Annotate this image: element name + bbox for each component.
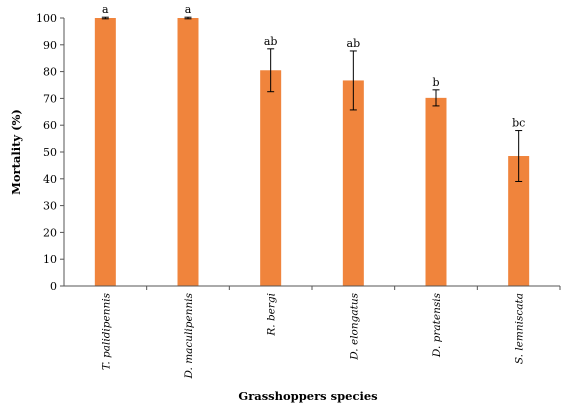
bar <box>508 156 530 286</box>
significance-letter: a <box>185 3 192 16</box>
y-tick-label: 10 <box>43 253 57 266</box>
significance-letter: b <box>432 76 439 89</box>
significance-letters: a a ab ab b bc <box>102 3 525 129</box>
x-axis-title: Grasshoppers species <box>238 389 377 403</box>
x-tick-label: D. elongatus <box>348 292 360 360</box>
y-tick-label: 40 <box>43 173 57 186</box>
y-tick-label: 70 <box>43 92 57 105</box>
y-tick-label: 30 <box>43 200 57 213</box>
y-tick-label: 80 <box>43 66 57 79</box>
bar <box>94 18 116 286</box>
significance-letter: ab <box>264 35 278 48</box>
bars <box>94 18 530 286</box>
bar <box>425 97 447 286</box>
x-tick-label: R. bergi <box>266 293 278 337</box>
x-tick-label: S. lemniscata <box>514 293 526 364</box>
x-tick-label: T. palidipennis <box>100 292 112 370</box>
y-tick-label: 60 <box>43 119 57 132</box>
y-tick-label: 100 <box>36 12 57 25</box>
y-tick-label: 90 <box>43 39 57 52</box>
y-axis-ticks: 0 10 20 30 40 50 60 70 80 90 100 <box>36 12 64 293</box>
x-axis-ticks: T. palidipennis D. maculipennis R. bergi D.… <box>100 286 561 380</box>
y-tick-label: 0 <box>50 280 57 293</box>
bar <box>260 70 282 286</box>
error-bars <box>101 16 523 182</box>
x-tick-label: D. maculipennis <box>183 292 195 379</box>
x-tick-label: D. pratensis <box>431 292 443 358</box>
significance-letter: bc <box>512 117 525 130</box>
bar <box>177 18 199 286</box>
axes <box>63 18 560 287</box>
significance-letter: a <box>102 3 109 16</box>
significance-letter: ab <box>347 37 361 50</box>
y-tick-label: 20 <box>43 226 57 239</box>
y-tick-label: 50 <box>43 146 57 159</box>
y-axis-title: Mortality (%) <box>9 109 23 195</box>
bar <box>342 80 364 286</box>
